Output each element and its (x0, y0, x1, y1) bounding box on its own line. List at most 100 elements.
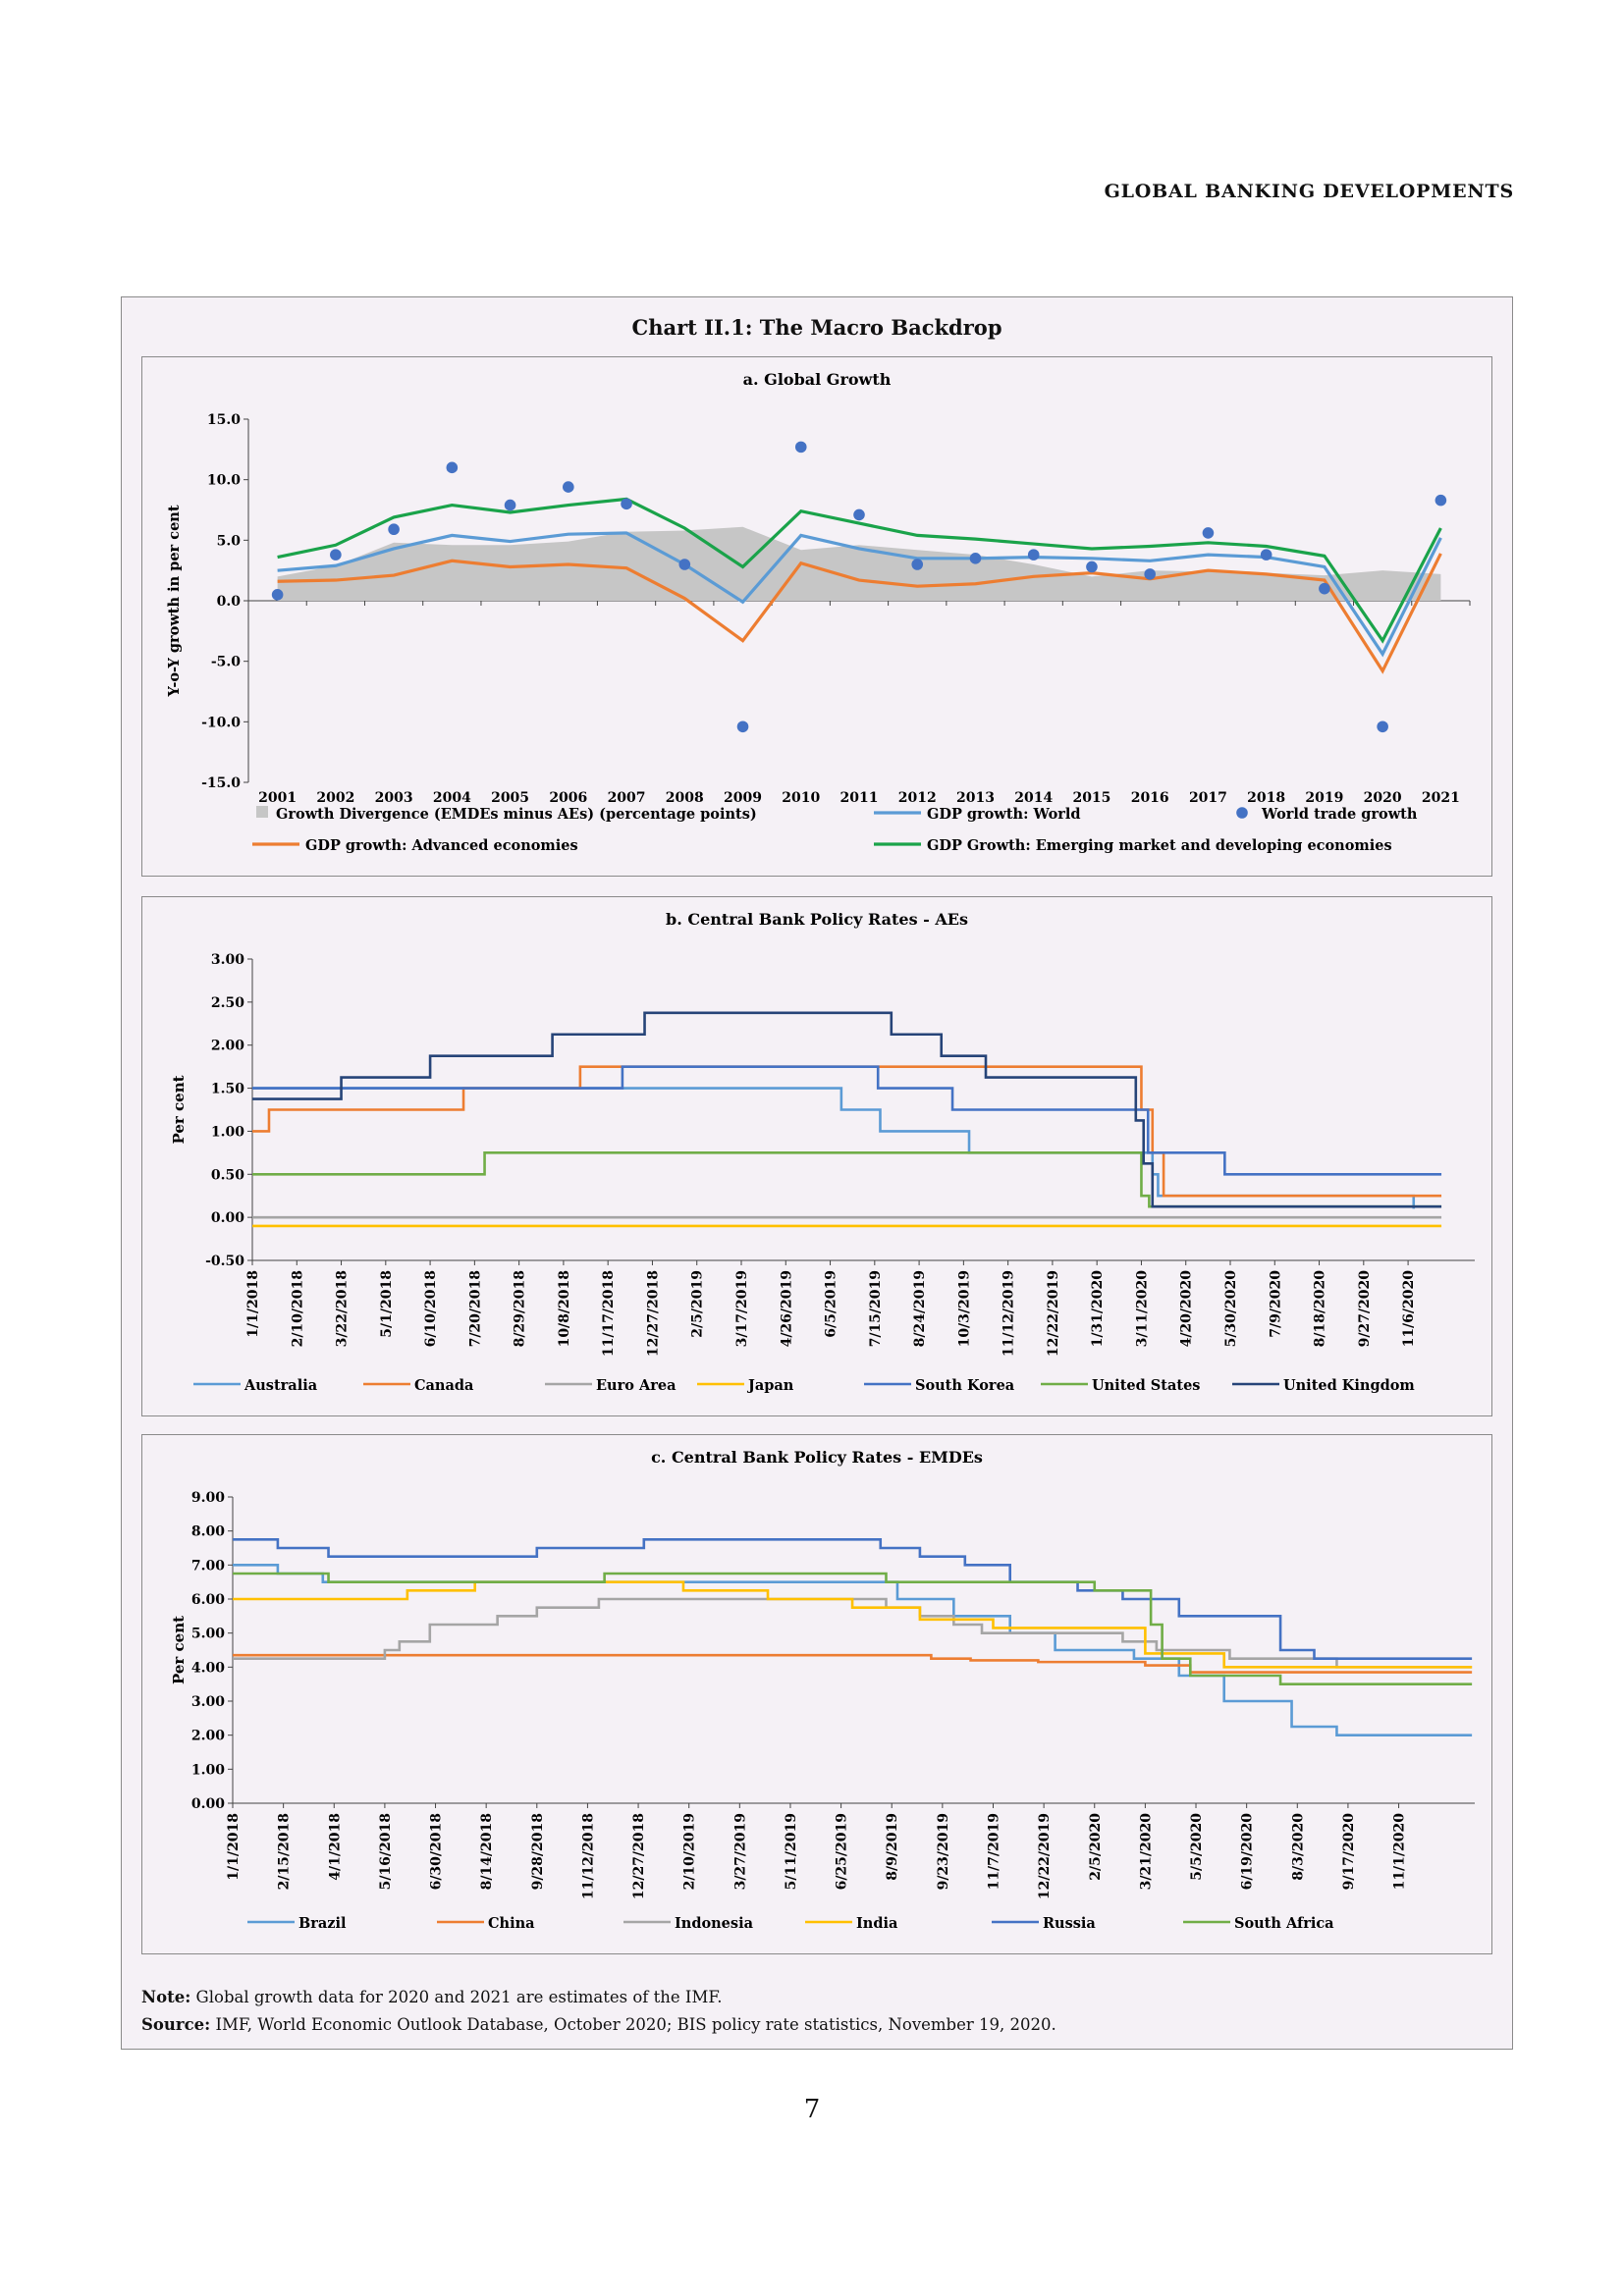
y-tick-label: 2.50 (211, 995, 244, 1011)
x-tick-label: 11/7/2019 (986, 1813, 1001, 1890)
series-point-world-trade (1435, 494, 1447, 507)
x-tick-label: 7/9/2020 (1268, 1270, 1283, 1338)
chart-title: Chart II.1: The Macro Backdrop (631, 315, 1002, 340)
legend-swatch (256, 806, 268, 818)
global-growth-chart: a. Global Growth 15.0 10.0 5.0 0.0 -5.0 -10.0 -… (166, 370, 1471, 854)
legend-label: Russia (1043, 1915, 1096, 1932)
series-line-united-states (252, 1151, 1442, 1208)
x-tick-label: 6/10/2018 (423, 1270, 439, 1347)
x-tick-label: 11/1/2020 (1392, 1813, 1408, 1891)
x-tick-label: 2008 (666, 790, 704, 806)
series-area-growth-divergence (277, 526, 1441, 601)
legend-label: Australia (244, 1377, 318, 1394)
legend-label: United Kingdom (1283, 1377, 1415, 1394)
y-tick-label: -10.0 (201, 715, 241, 730)
note-line: Note: Global growth data for 2020 and 20… (141, 1984, 1056, 2011)
legend-label: World trade growth (1261, 806, 1418, 823)
source-text: IMF, World Economic Outlook Database, Oc… (210, 2015, 1056, 2034)
y-tick-label: 6.00 (191, 1592, 225, 1608)
panel-global-growth: a. Global Growth 15.0 10.0 5.0 0.0 -5.0 -10.0 -… (141, 356, 1492, 877)
x-tick-label: 6/25/2019 (835, 1813, 850, 1890)
series-point-world-trade (1260, 549, 1272, 561)
y-tick-label: 1.50 (211, 1082, 244, 1097)
x-tick-label: 2006 (549, 790, 587, 806)
series-point-world-trade (911, 559, 924, 570)
y-tick-label: -0.50 (205, 1254, 244, 1269)
y-tick-label: 0.50 (211, 1167, 244, 1183)
y-tick-label: 3.00 (211, 952, 244, 968)
legend-label: GDP Growth: Emerging market and developi… (927, 837, 1392, 854)
x-tick-label: 2/5/2019 (690, 1270, 706, 1338)
x-tick-label: 2017 (1189, 790, 1227, 806)
x-tick-label: 4/20/2020 (1179, 1270, 1195, 1348)
x-tick-label: 2010 (782, 790, 820, 806)
x-tick-label: 2001 (258, 790, 297, 806)
chart-notes: Note: Global growth data for 2020 and 20… (141, 1984, 1056, 2039)
legend-label: China (488, 1915, 535, 1932)
panel-title: b. Central Bank Policy Rates - AEs (666, 910, 968, 929)
x-tick-label: 12/22/2019 (1037, 1813, 1053, 1899)
legend-label: India (856, 1915, 898, 1932)
x-tick-label: 5/1/2018 (379, 1270, 395, 1338)
series-point-world-trade (504, 499, 516, 511)
y-tick-label: 8.00 (191, 1524, 225, 1540)
x-tick-label: 9/27/2020 (1357, 1270, 1373, 1348)
chart-frame: Chart II.1: The Macro Backdrop a. Global… (121, 296, 1513, 2050)
y-tick-label: 3.00 (191, 1694, 225, 1710)
x-tick-label: 4/26/2019 (779, 1270, 794, 1347)
series-line-india (233, 1580, 1473, 1669)
x-tick-label: 8/14/2018 (479, 1813, 495, 1890)
y-axis-title: Per cent (170, 1616, 188, 1684)
x-tick-label: 12/27/2018 (631, 1813, 647, 1899)
series-point-world-trade (271, 589, 284, 601)
series-point-world-trade (621, 498, 632, 510)
series-point-world-trade (446, 461, 459, 474)
x-tick-label: 9/23/2019 (936, 1813, 951, 1890)
series-point-world-trade (794, 441, 807, 454)
y-tick-label: 1.00 (211, 1124, 244, 1140)
note-label: Note: (141, 1988, 191, 2006)
x-tick-label: 10/3/2019 (956, 1270, 972, 1347)
y-tick-label: -15.0 (201, 775, 241, 791)
x-tick-label: 6/19/2020 (1240, 1813, 1256, 1891)
y-tick-label: 15.0 (207, 412, 241, 428)
y-tick-label: 0.0 (217, 594, 242, 610)
x-tick-label: 2019 (1305, 790, 1343, 806)
series-line-south-korea (252, 1065, 1442, 1176)
series-point-world-trade (1319, 582, 1330, 595)
y-tick-label: 0.00 (211, 1210, 244, 1226)
x-tick-label: 2015 (1072, 790, 1110, 806)
series-point-world-trade (563, 481, 574, 493)
x-tick-label: 5/16/2018 (378, 1813, 394, 1890)
legend-label: Indonesia (675, 1915, 754, 1932)
series-point-world-trade (1086, 561, 1098, 573)
x-tick-label: 8/9/2019 (885, 1813, 900, 1881)
series-line-1 (277, 531, 1442, 658)
y-axis-title: Y-o-Y growth in per cent (166, 505, 183, 697)
x-tick-label: 6/5/2019 (824, 1270, 839, 1338)
legend-label: GDP growth: Advanced economies (305, 837, 578, 854)
x-tick-label: 3/22/2018 (335, 1270, 351, 1347)
series-line-united-kingdom (252, 1011, 1442, 1208)
x-tick-label: 7/20/2018 (467, 1270, 483, 1347)
y-tick-label: 10.0 (207, 473, 241, 489)
x-tick-label: 5/5/2020 (1189, 1813, 1205, 1881)
x-tick-label: 2005 (491, 790, 529, 806)
x-tick-label: 2012 (898, 790, 937, 806)
y-axis-title: Per cent (170, 1075, 188, 1144)
x-tick-label: 2002 (316, 790, 354, 806)
note-text: Global growth data for 2020 and 2021 are… (190, 1988, 723, 2006)
x-tick-label: 2/15/2018 (277, 1813, 293, 1890)
x-tick-label: 11/12/2018 (580, 1813, 596, 1899)
y-tick-label: 5.0 (217, 533, 242, 549)
y-tick-label: 4.00 (191, 1660, 225, 1676)
series-point-world-trade (1027, 549, 1040, 561)
x-tick-label: 3/11/2020 (1134, 1270, 1150, 1348)
x-tick-label: 3/27/2019 (732, 1813, 748, 1890)
x-tick-label: 9/28/2018 (530, 1813, 546, 1890)
y-tick-label: 5.00 (191, 1627, 225, 1642)
x-tick-label: 2020 (1364, 790, 1402, 806)
y-tick-label: 2.00 (191, 1729, 225, 1744)
x-tick-label: 6/30/2018 (429, 1813, 445, 1890)
x-tick-label: 1/1/2018 (226, 1813, 242, 1881)
